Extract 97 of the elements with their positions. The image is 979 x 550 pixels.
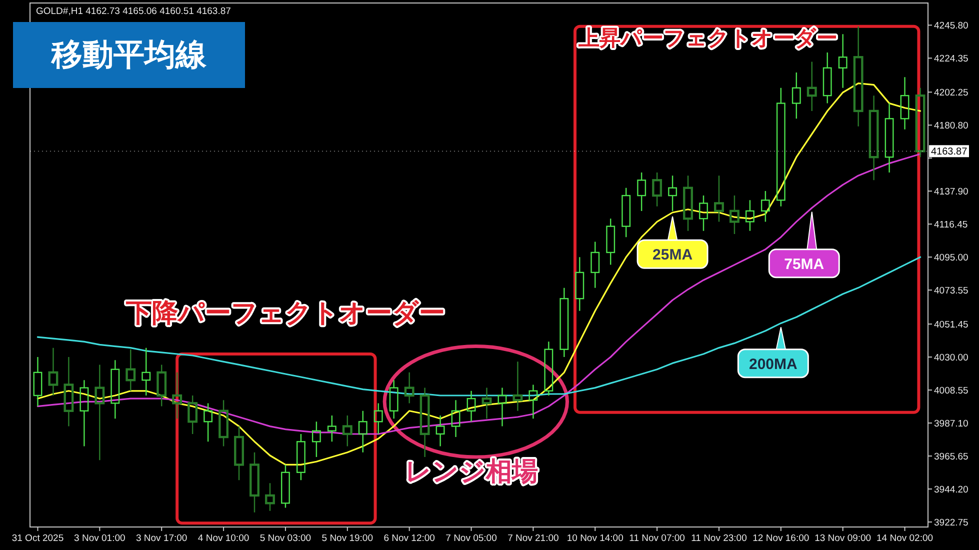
x-tick-label: 11 Nov 23:00: [691, 533, 747, 544]
y-tick-label: 4051.45: [934, 320, 968, 331]
candlestick: [544, 341, 554, 396]
y-tick-label: 3987.10: [934, 418, 968, 430]
y-tick-label: 4137.90: [934, 186, 968, 198]
candlestick: [915, 87, 926, 158]
annotation: 上昇パーフェクトオーダー: [578, 26, 838, 50]
x-tick-label: 14 Nov 02:00: [876, 533, 934, 544]
candlestick: [714, 174, 724, 222]
x-tick-label: 31 Oct 2025: [12, 533, 64, 544]
candlestick: [900, 76, 910, 130]
x-tick-label: 13 Nov 09:00: [814, 533, 872, 544]
candlestick: [156, 364, 167, 407]
series-label: 75MA: [784, 256, 824, 273]
text: 移動平均線: [50, 37, 208, 72]
legend-label: 200MA: [748, 356, 798, 373]
candlestick: [110, 360, 120, 420]
candlestick: [868, 94, 879, 181]
candlestick: [512, 361, 523, 412]
annotation: レンジ相場: [404, 456, 538, 486]
candlestick: [451, 400, 460, 438]
candlestick: [466, 390, 476, 422]
y-tick-label: 3965.65: [934, 452, 968, 463]
y-tick-label: 4095.00: [934, 252, 968, 264]
candlestick: [668, 174, 678, 212]
x-tick-label: 11 Nov 07:00: [629, 533, 685, 544]
y-tick-label: 4245.80: [934, 20, 968, 32]
y-tick-label: 4030.00: [934, 352, 968, 364]
candlestick: [126, 348, 136, 392]
candlestick: [265, 482, 275, 512]
candlestick: [142, 347, 151, 396]
y-tick-label: 3944.20: [934, 484, 968, 496]
candlestick: [760, 190, 770, 222]
y-tick-label: 4224.35: [934, 54, 968, 65]
candlestick: [404, 372, 414, 404]
candlestick: [622, 187, 631, 238]
candlestick: [575, 256, 584, 312]
candlestick: [358, 410, 368, 454]
candlestick: [374, 402, 383, 435]
candlestick: [234, 426, 244, 481]
candlestick: [699, 194, 708, 232]
candlestick: [606, 218, 616, 266]
candlestick: [327, 414, 336, 442]
candlestick: [64, 356, 74, 427]
candlestick: [822, 52, 832, 104]
candlestick: [280, 464, 290, 508]
y-tick-label: 4180.80: [934, 120, 968, 132]
candlestick: [436, 414, 445, 447]
x-tick-label: 7 Nov 05:00: [446, 533, 497, 544]
candlestick: [683, 174, 693, 232]
y-tick-label: 3922.75: [934, 518, 968, 528]
candlestick: [250, 452, 260, 513]
x-tick-label: 3 Nov 01:00: [74, 533, 126, 544]
x-tick-label: 12 Nov 16:00: [752, 533, 810, 544]
candlestick: [590, 241, 600, 288]
candlestick: [172, 372, 182, 420]
annotation: 下降パーフェクトオーダー: [124, 298, 445, 328]
candlestick: [296, 433, 306, 481]
candlestick: [729, 194, 740, 235]
candlestick: [745, 200, 754, 232]
candlestick: [188, 394, 198, 435]
candlestick: [342, 414, 352, 447]
y-tick-label: 4073.55: [934, 286, 968, 297]
candlestick: [560, 287, 569, 358]
candlestick: [420, 387, 430, 458]
candlestick: [80, 380, 89, 447]
x-tick-label: 6 Nov 12:00: [384, 533, 435, 544]
candlestick: [94, 364, 105, 461]
candlestick: [528, 384, 538, 420]
y-tick-label: 4202.25: [934, 88, 968, 99]
y-tick-label: 4008.55: [934, 386, 968, 397]
candlestick: [48, 347, 58, 396]
y-tick-label: 4116.45: [934, 220, 968, 231]
x-tick-label: 7 Nov 21:00: [508, 533, 559, 544]
candlestick: [776, 87, 786, 207]
x-tick-label: 3 Nov 17:00: [136, 533, 188, 544]
candlestick: [33, 356, 42, 407]
candlestick: [637, 172, 646, 212]
candlestick: [498, 387, 507, 427]
candlestick: [792, 72, 801, 120]
candlestick: [312, 421, 321, 458]
candlestick: [806, 61, 817, 112]
x-tick-label: 5 Nov 19:00: [322, 533, 374, 544]
candlestick: [218, 400, 229, 447]
candlestick: [838, 33, 848, 88]
candlestick: [884, 102, 894, 174]
x-tick-label: 4 Nov 10:00: [198, 533, 250, 544]
chart-subtitle: GOLD#,H1 4162.73 4165.06 4160.51 4163.87: [36, 6, 231, 17]
candlestick: [482, 387, 492, 420]
candlestick: [204, 402, 213, 442]
ref-line-label: 4163.87: [931, 146, 968, 158]
x-tick-label: 10 Nov 14:00: [566, 533, 624, 544]
legend-label: 25MA: [652, 246, 693, 264]
candlestick: [853, 26, 864, 127]
x-tick-label: 5 Nov 03:00: [260, 533, 312, 544]
candlestick: [389, 380, 398, 420]
candlestick: [652, 172, 662, 207]
